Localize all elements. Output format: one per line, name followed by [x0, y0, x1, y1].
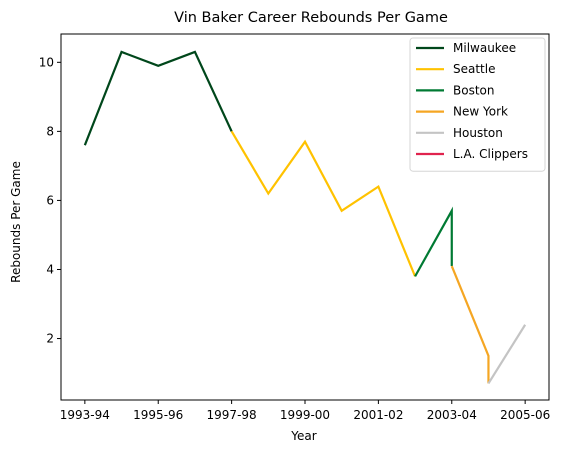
legend: Milwaukee Seattle Boston New York Houston L.A… [409, 37, 546, 172]
chart-title: Vin Baker Career Rebounds Per Game [174, 10, 448, 26]
plot-area [83, 50, 527, 385]
series-line-1 [230, 130, 417, 277]
y-axis: 2 4 6 8 10 [39, 55, 61, 346]
legend-box [409, 37, 546, 172]
y-tick-label: 6 [46, 193, 54, 207]
legend-entry: Houston [453, 126, 503, 140]
x-tick-label: 1997-98 [207, 408, 257, 422]
x-tick-label: 1993-94 [60, 408, 110, 422]
series-line-2 [414, 206, 453, 277]
legend-entry: New York [453, 105, 508, 119]
series-line-4 [487, 324, 527, 385]
x-tick-label: 1995-96 [133, 408, 183, 422]
legend-entry: Milwaukee [453, 41, 516, 55]
legend-entry: L.A. Clippers [453, 147, 528, 161]
x-tick-label: 2005-06 [500, 408, 550, 422]
x-tick-label: 2003-04 [427, 408, 477, 422]
x-axis-label: Year [290, 429, 316, 443]
x-tick-label: 1999-00 [280, 408, 330, 422]
x-axis: 1993-94 1995-96 1997-98 1999-00 2001-02 2003-… [60, 400, 550, 422]
y-tick-label: 8 [46, 124, 54, 138]
y-tick-label: 10 [39, 55, 54, 69]
y-tick-label: 4 [46, 262, 54, 276]
y-tick-label: 2 [46, 332, 54, 346]
x-tick-label: 2001-02 [353, 408, 403, 422]
legend-entry: Boston [453, 83, 494, 97]
series-line-3 [450, 265, 490, 384]
y-axis-label: Rebounds Per Game [9, 161, 23, 283]
legend-entry: Seattle [453, 62, 495, 76]
series-line-0 [83, 50, 233, 146]
